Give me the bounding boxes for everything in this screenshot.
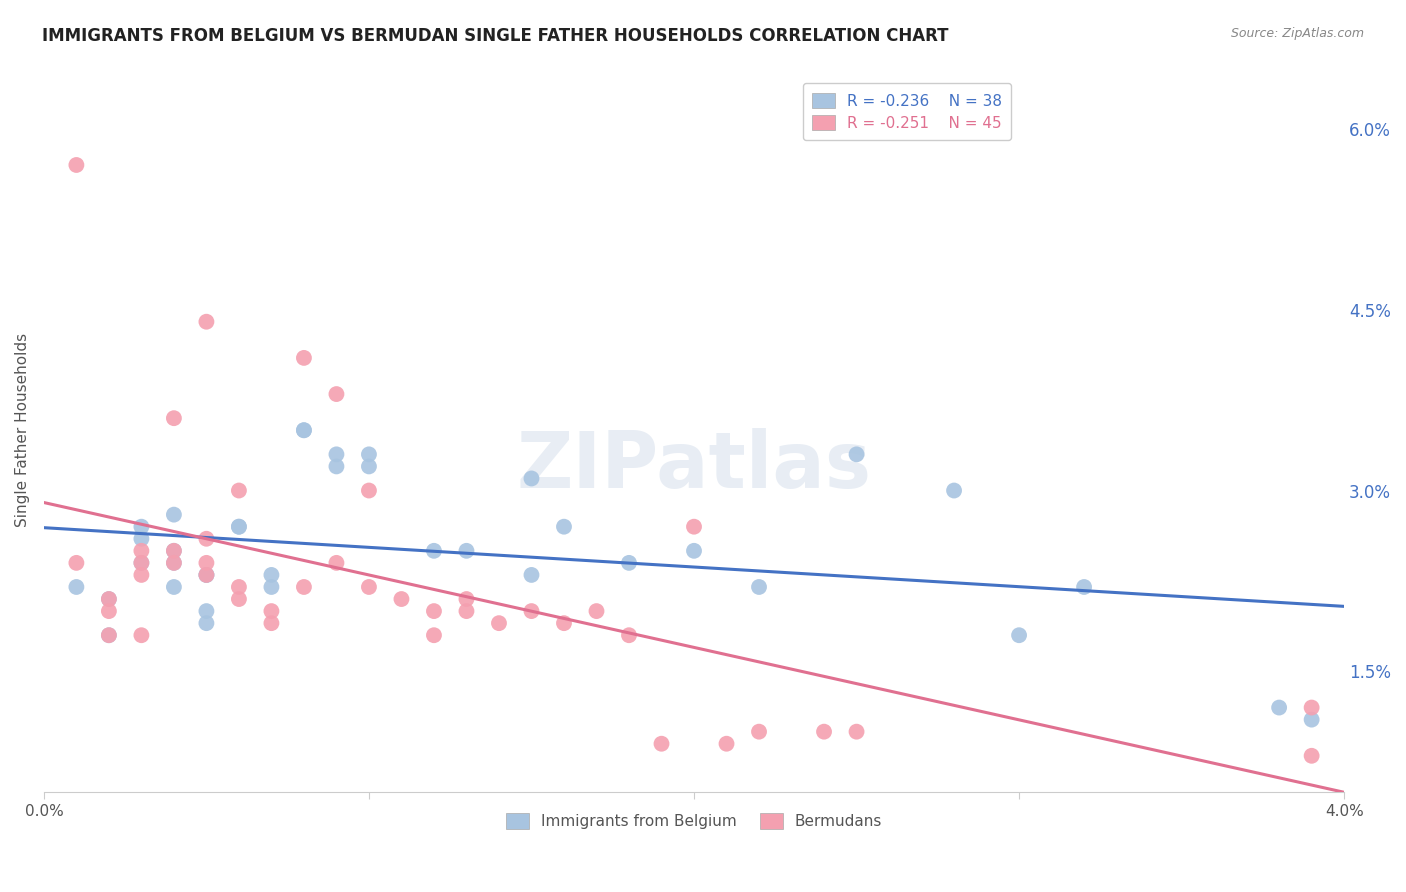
Point bbox=[716, 737, 738, 751]
Point bbox=[617, 628, 640, 642]
Point bbox=[391, 592, 413, 607]
Point bbox=[292, 423, 315, 437]
Point bbox=[260, 616, 283, 631]
Point bbox=[1301, 700, 1323, 714]
Point bbox=[131, 628, 153, 642]
Point bbox=[65, 158, 87, 172]
Point bbox=[195, 568, 218, 582]
Point bbox=[163, 544, 186, 558]
Point bbox=[553, 616, 575, 631]
Point bbox=[943, 483, 966, 498]
Point bbox=[97, 628, 120, 642]
Point bbox=[520, 568, 543, 582]
Point bbox=[195, 604, 218, 618]
Point bbox=[617, 556, 640, 570]
Point bbox=[357, 459, 380, 474]
Point bbox=[260, 604, 283, 618]
Point bbox=[456, 544, 478, 558]
Point bbox=[1301, 748, 1323, 763]
Point bbox=[65, 556, 87, 570]
Point bbox=[520, 471, 543, 485]
Point bbox=[195, 616, 218, 631]
Point bbox=[325, 387, 347, 401]
Point bbox=[1008, 628, 1031, 642]
Point bbox=[553, 519, 575, 533]
Point bbox=[1301, 713, 1323, 727]
Point bbox=[228, 592, 250, 607]
Point bbox=[163, 556, 186, 570]
Point bbox=[520, 604, 543, 618]
Point bbox=[260, 580, 283, 594]
Point bbox=[195, 532, 218, 546]
Point bbox=[423, 544, 446, 558]
Point bbox=[423, 604, 446, 618]
Point bbox=[97, 592, 120, 607]
Point bbox=[357, 483, 380, 498]
Point bbox=[131, 532, 153, 546]
Point bbox=[748, 724, 770, 739]
Point bbox=[1073, 580, 1095, 594]
Point bbox=[228, 519, 250, 533]
Point bbox=[357, 580, 380, 594]
Point bbox=[357, 447, 380, 461]
Point bbox=[488, 616, 510, 631]
Point bbox=[131, 556, 153, 570]
Point bbox=[131, 544, 153, 558]
Point bbox=[748, 580, 770, 594]
Point bbox=[260, 568, 283, 582]
Text: ZIPatlas: ZIPatlas bbox=[516, 428, 872, 504]
Point bbox=[195, 568, 218, 582]
Point bbox=[195, 568, 218, 582]
Point bbox=[131, 556, 153, 570]
Point bbox=[292, 580, 315, 594]
Point bbox=[456, 604, 478, 618]
Point bbox=[585, 604, 607, 618]
Point bbox=[325, 556, 347, 570]
Point bbox=[325, 447, 347, 461]
Point bbox=[97, 628, 120, 642]
Point bbox=[683, 519, 706, 533]
Point bbox=[423, 628, 446, 642]
Point bbox=[292, 351, 315, 365]
Point bbox=[228, 580, 250, 594]
Point bbox=[97, 592, 120, 607]
Point bbox=[292, 423, 315, 437]
Y-axis label: Single Father Households: Single Father Households bbox=[15, 334, 30, 527]
Point bbox=[97, 604, 120, 618]
Point bbox=[195, 556, 218, 570]
Point bbox=[163, 508, 186, 522]
Point bbox=[228, 483, 250, 498]
Point bbox=[228, 519, 250, 533]
Text: Source: ZipAtlas.com: Source: ZipAtlas.com bbox=[1230, 27, 1364, 40]
Point bbox=[683, 544, 706, 558]
Point bbox=[813, 724, 835, 739]
Point bbox=[456, 592, 478, 607]
Point bbox=[1268, 700, 1291, 714]
Point bbox=[163, 580, 186, 594]
Point bbox=[163, 411, 186, 425]
Point bbox=[845, 447, 868, 461]
Point bbox=[325, 459, 347, 474]
Point bbox=[845, 724, 868, 739]
Point bbox=[163, 556, 186, 570]
Point bbox=[131, 568, 153, 582]
Point bbox=[195, 315, 218, 329]
Point bbox=[163, 544, 186, 558]
Point bbox=[131, 519, 153, 533]
Text: IMMIGRANTS FROM BELGIUM VS BERMUDAN SINGLE FATHER HOUSEHOLDS CORRELATION CHART: IMMIGRANTS FROM BELGIUM VS BERMUDAN SING… bbox=[42, 27, 949, 45]
Point bbox=[65, 580, 87, 594]
Point bbox=[650, 737, 672, 751]
Legend: Immigrants from Belgium, Bermudans: Immigrants from Belgium, Bermudans bbox=[499, 806, 889, 835]
